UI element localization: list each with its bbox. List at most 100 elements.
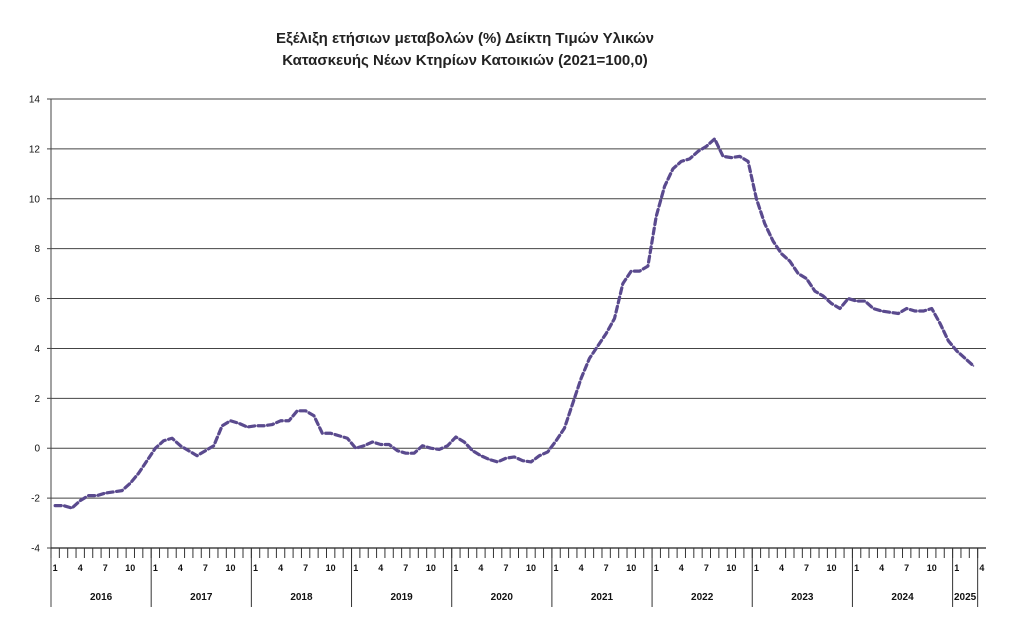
data-point: [480, 454, 482, 457]
x-month-label: 7: [704, 563, 709, 573]
data-point: [388, 443, 390, 446]
data-point: [605, 332, 607, 335]
data-point: [438, 448, 440, 451]
data-point: [755, 197, 758, 200]
x-year-label: 2016: [90, 592, 113, 603]
x-month-label: 4: [278, 563, 283, 573]
data-point: [54, 504, 56, 507]
data-point: [79, 499, 82, 502]
data-point: [446, 444, 449, 447]
x-month-label: 1: [253, 563, 258, 573]
x-year-label: 2025: [954, 592, 977, 603]
data-point: [597, 345, 599, 347]
data-point: [304, 410, 307, 412]
data-point: [805, 277, 808, 280]
data-point: [905, 307, 908, 310]
x-month-label: 4: [679, 563, 684, 573]
data-point: [471, 449, 474, 452]
data-point: [137, 472, 140, 474]
data-point: [229, 419, 232, 422]
x-year-label: 2022: [691, 592, 714, 603]
data-point: [930, 307, 933, 310]
data-point: [730, 156, 733, 159]
y-tick-label: 10: [29, 194, 41, 205]
data-point: [238, 422, 240, 425]
x-month-label: 1: [554, 563, 559, 573]
y-tick-label: 2: [34, 394, 40, 405]
y-tick-label: 8: [34, 244, 40, 255]
data-point: [914, 310, 916, 312]
data-point: [371, 441, 374, 443]
data-point: [62, 504, 65, 507]
data-point: [146, 459, 148, 462]
data-point: [379, 443, 382, 446]
data-point: [955, 350, 958, 352]
x-month-label: 1: [954, 563, 959, 573]
data-point: [463, 441, 466, 443]
data-point: [154, 447, 157, 450]
x-month-label: 10: [426, 563, 436, 573]
data-point: [580, 377, 582, 380]
data-point: [430, 447, 432, 450]
data-point: [171, 437, 173, 440]
x-year-label: 2021: [591, 592, 614, 603]
data-point: [613, 317, 616, 320]
x-year-label: 2019: [391, 592, 414, 603]
x-month-label: 10: [827, 563, 837, 573]
data-point: [279, 419, 282, 422]
data-point: [212, 444, 215, 447]
x-month-label: 7: [103, 563, 108, 573]
data-point: [455, 436, 457, 438]
data-point: [246, 426, 248, 428]
y-tick-label: 14: [29, 95, 41, 106]
data-point: [363, 444, 365, 447]
data-point: [329, 432, 332, 435]
data-point: [488, 458, 491, 461]
data-point: [296, 410, 299, 412]
x-month-label: 10: [225, 563, 235, 573]
data-point: [780, 252, 783, 255]
x-month-label: 1: [754, 563, 759, 573]
data-point: [889, 311, 891, 314]
y-tick-label: -2: [31, 494, 40, 505]
data-point: [221, 424, 223, 427]
data-point: [939, 322, 941, 325]
data-point: [705, 145, 708, 148]
x-month-label: 1: [453, 563, 458, 573]
data-point: [196, 454, 198, 457]
data-point: [521, 459, 524, 462]
data-point: [638, 270, 641, 272]
data-point: [513, 456, 516, 458]
data-point: [288, 419, 290, 422]
data-point: [87, 494, 90, 497]
x-month-label: 10: [526, 563, 536, 573]
x-month-label: 4: [78, 563, 83, 573]
data-point: [697, 150, 699, 153]
gridlines: [51, 98, 986, 549]
data-point: [204, 449, 207, 452]
data-point: [622, 282, 624, 285]
data-point: [655, 215, 658, 218]
data-point: [663, 185, 666, 188]
data-point: [872, 307, 875, 310]
data-point: [814, 290, 816, 292]
data-point: [713, 138, 716, 140]
data-point: [864, 300, 866, 302]
data-point: [96, 494, 98, 497]
x-month-label: 1: [153, 563, 158, 573]
x-year-label: 2023: [791, 592, 814, 603]
data-point: [588, 357, 591, 360]
x-month-label: 1: [854, 563, 859, 573]
x-month-label: 7: [904, 563, 909, 573]
data-point: [321, 432, 324, 435]
x-month-label: 4: [879, 563, 884, 573]
x-month-label: 10: [626, 563, 636, 573]
x-year-label: 2020: [491, 592, 514, 603]
data-point: [822, 295, 825, 297]
data-point: [571, 402, 574, 405]
x-month-label: 4: [979, 563, 984, 573]
data-point: [346, 437, 349, 440]
data-point: [254, 424, 257, 427]
data-point: [104, 492, 107, 494]
data-point: [546, 451, 549, 453]
